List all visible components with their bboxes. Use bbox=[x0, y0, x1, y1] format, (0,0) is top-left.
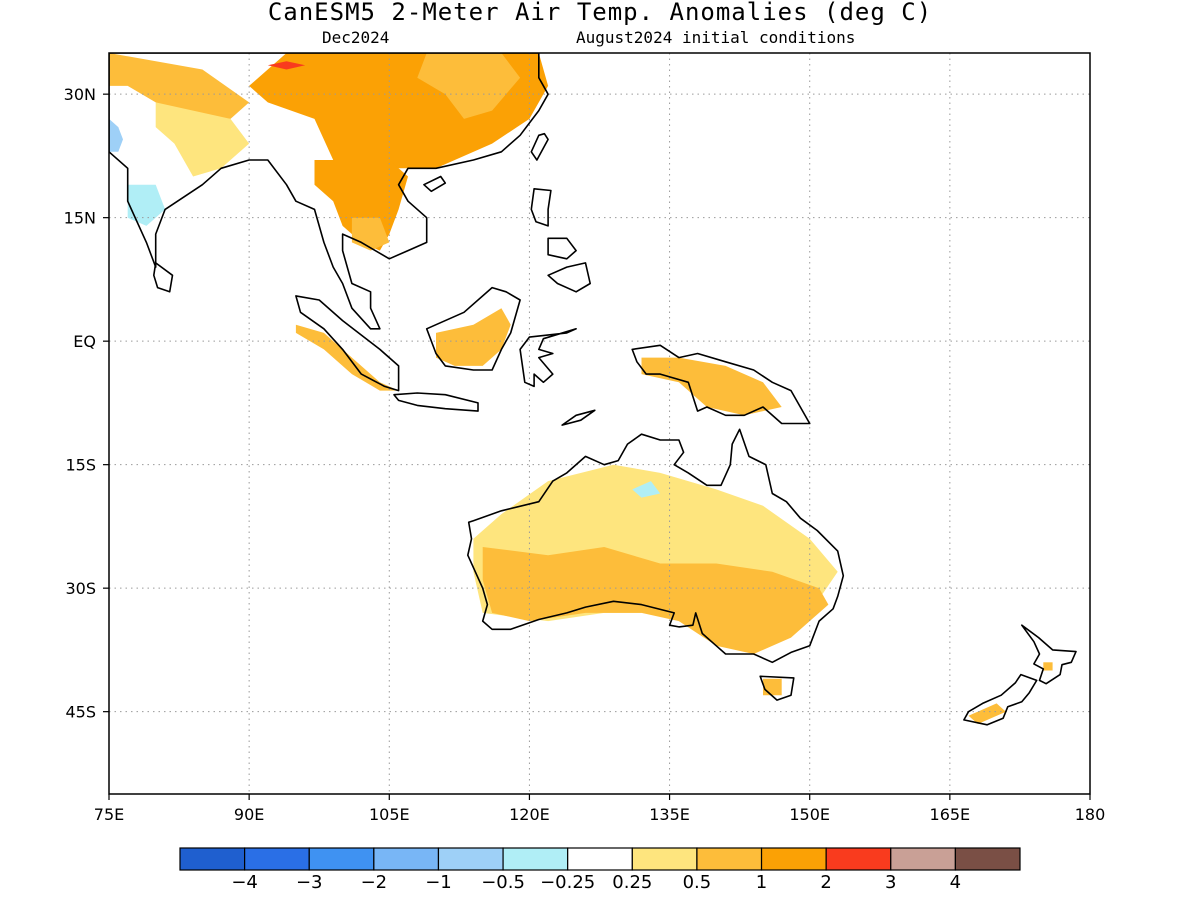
legend-label: −3 bbox=[296, 872, 323, 893]
legend-label: 0.5 bbox=[683, 872, 712, 893]
coastline-luzon bbox=[530, 188, 552, 227]
anomaly-region-china-interior bbox=[417, 53, 521, 119]
coastline-asia-mainland bbox=[109, 53, 549, 330]
lon-tick-label-90e: 90E bbox=[234, 805, 264, 824]
legend-label: −0.25 bbox=[540, 872, 595, 893]
anomaly-region-north-india bbox=[109, 53, 250, 119]
anomaly-region-tasmania bbox=[763, 678, 782, 696]
legend-swatch bbox=[437, 847, 504, 871]
map-title: CanESM5 2-Meter Air Temp. Anomalies (deg… bbox=[267, 0, 933, 26]
lat-tick-label-45s: 45S bbox=[65, 703, 96, 722]
legend-label: 3 bbox=[885, 872, 896, 893]
lat-tick-label-eq: EQ bbox=[73, 332, 96, 351]
axis-ticks: 75E 90E 105E 120E 135E 150E 165E 180 30N 15N EQ 15S… bbox=[64, 85, 1106, 824]
color-legend: −4 −3 −2 −1 −0.5 −0.25 0.25 0.5 1 2 3 4 bbox=[179, 847, 1021, 893]
lon-tick-label-150e: 150E bbox=[789, 805, 830, 824]
lon-tick-label-120e: 120E bbox=[509, 805, 550, 824]
lat-tick-label-15s: 15S bbox=[65, 456, 96, 475]
anomaly-region-borneo bbox=[436, 308, 511, 366]
lat-tick-label-30s: 30S bbox=[65, 579, 96, 598]
coastline-new-guinea bbox=[631, 344, 811, 425]
legend-label: −2 bbox=[361, 872, 388, 893]
lon-tick-label-105e: 105E bbox=[369, 805, 410, 824]
legend-label: −4 bbox=[231, 872, 258, 893]
anomaly-region-india-cool-west bbox=[109, 118, 123, 152]
coastline-mindanao bbox=[547, 262, 592, 293]
lon-tick-label-135e: 135E bbox=[649, 805, 690, 824]
legend-swatch bbox=[179, 847, 246, 871]
initial-conditions-label: August2024 initial conditions bbox=[576, 28, 856, 47]
anomaly-region-new-zealand-north bbox=[1043, 662, 1053, 671]
anomaly-region-australia-north-cool bbox=[632, 481, 661, 498]
forecast-month: Dec2024 bbox=[322, 28, 390, 47]
legend-swatch bbox=[373, 847, 440, 871]
legend-swatch bbox=[244, 847, 310, 871]
legend-label: −1 bbox=[425, 872, 452, 893]
anomaly-region-india-cool-central bbox=[127, 184, 166, 226]
lon-tick-label-180: 180 bbox=[1075, 805, 1106, 824]
plot-frame bbox=[108, 52, 1091, 795]
legend-swatch bbox=[825, 847, 892, 871]
legend-label: 4 bbox=[950, 872, 961, 893]
legend-swatch bbox=[890, 847, 956, 871]
legend-label: −0.5 bbox=[481, 872, 525, 893]
legend-swatch bbox=[308, 847, 375, 871]
legend-swatch bbox=[954, 847, 1021, 871]
coastline-timor bbox=[561, 409, 596, 426]
anomaly-region-sumatra bbox=[295, 324, 399, 391]
coastline-borneo bbox=[425, 286, 521, 371]
lon-tick-label-165e: 165E bbox=[930, 805, 971, 824]
coastline-hainan bbox=[423, 175, 447, 193]
coastline-sumatra bbox=[295, 295, 400, 392]
anomaly-region-new-zealand-south bbox=[968, 703, 1006, 724]
coastline-new-zealand-north bbox=[1020, 624, 1077, 685]
coastline-sri-lanka bbox=[153, 262, 174, 293]
coastline-visayas bbox=[547, 237, 577, 260]
legend-label: 2 bbox=[820, 872, 831, 893]
legend-swatch bbox=[760, 847, 827, 871]
legend-label: 1 bbox=[756, 872, 767, 893]
coastline-sulawesi bbox=[519, 327, 577, 388]
coastline-australia bbox=[466, 428, 845, 664]
coastline-taiwan bbox=[530, 132, 549, 161]
anomaly-region-australia-core bbox=[482, 547, 829, 654]
lon-tick-label-75e: 75E bbox=[94, 805, 124, 824]
coastline-new-zealand-south bbox=[963, 673, 1038, 726]
coastline-java bbox=[393, 392, 479, 412]
graticule bbox=[109, 53, 1090, 794]
anomaly-region-tibet-hotspot bbox=[267, 61, 306, 70]
anomaly-region-indochina bbox=[314, 160, 408, 251]
legend-swatch bbox=[502, 847, 569, 871]
anomaly-region-new-guinea bbox=[641, 357, 782, 416]
lat-tick-label-30n: 30N bbox=[64, 85, 96, 104]
legend-swatch bbox=[696, 847, 763, 871]
legend-label: 0.25 bbox=[612, 872, 652, 893]
coastline-tasmania bbox=[759, 675, 795, 701]
lat-tick-label-15n: 15N bbox=[64, 209, 96, 228]
legend-swatch bbox=[567, 847, 633, 871]
anomaly-region-india-warm-belt bbox=[155, 102, 250, 177]
coastlines bbox=[109, 53, 1077, 726]
legend-swatch bbox=[631, 847, 698, 871]
anomaly-fill-layer bbox=[109, 53, 1053, 724]
